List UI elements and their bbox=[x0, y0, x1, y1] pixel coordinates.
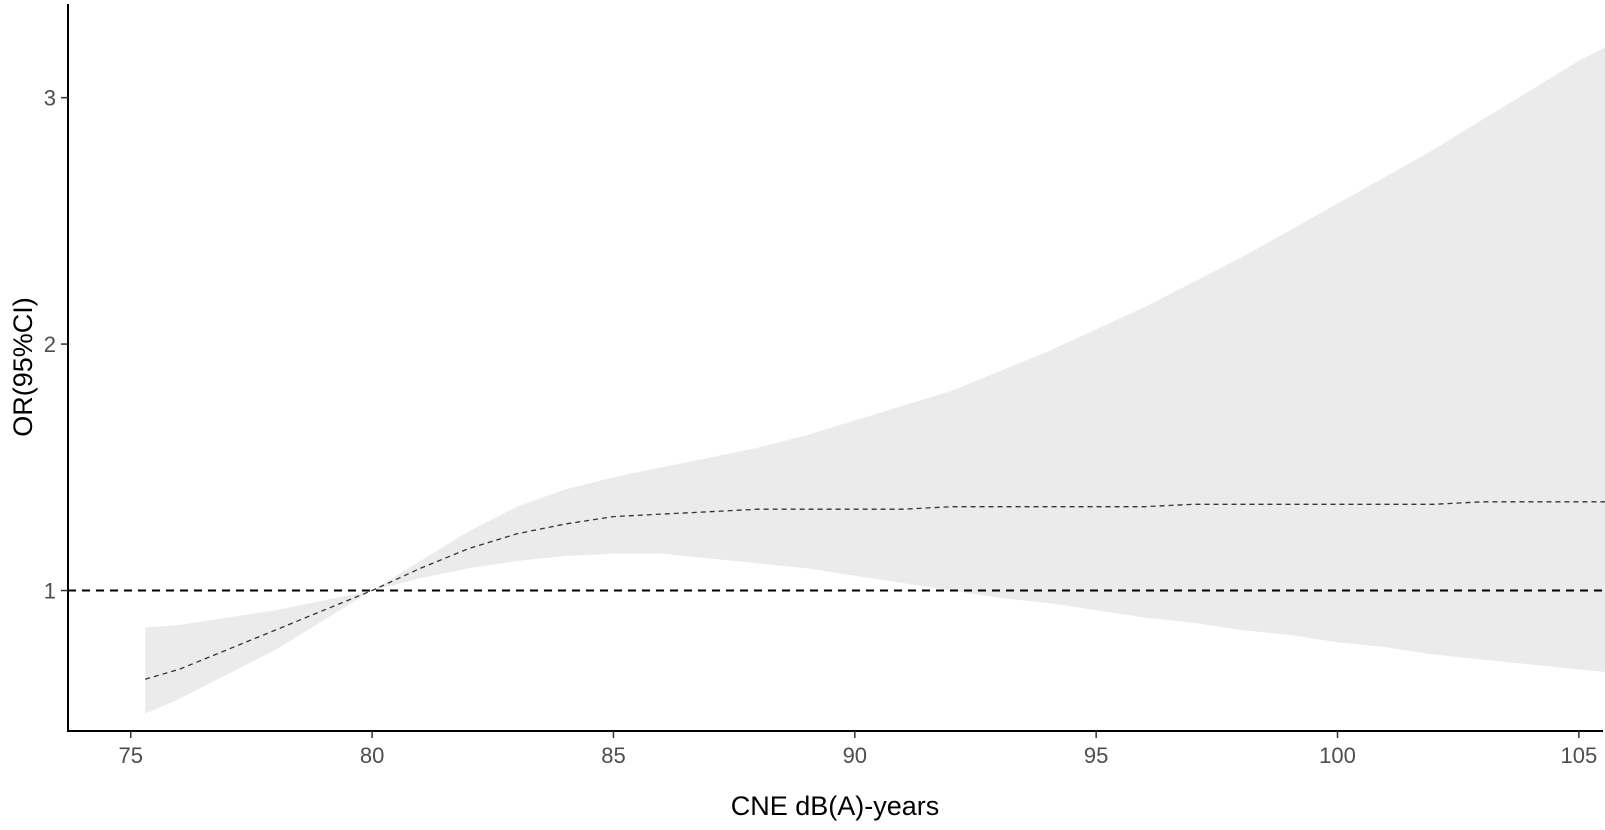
axes bbox=[67, 4, 1603, 732]
x-tick-label: 95 bbox=[1084, 743, 1108, 768]
x-axis-title: CNE dB(A)-years bbox=[731, 791, 940, 821]
x-tick-label: 85 bbox=[601, 743, 625, 768]
x-tick-label: 90 bbox=[843, 743, 867, 768]
x-tick-label: 75 bbox=[119, 743, 143, 768]
or-estimate-line bbox=[145, 501, 1605, 680]
confidence-band bbox=[145, 47, 1605, 714]
x-tick-label: 80 bbox=[360, 743, 384, 768]
plot-area bbox=[68, 47, 1605, 714]
ticks: 75 80 85 90 95 100 105 1 2 3 bbox=[44, 86, 1597, 768]
y-tick-label: 1 bbox=[44, 579, 56, 604]
x-tick-label: 100 bbox=[1319, 743, 1356, 768]
y-axis-title: OR(95%CI) bbox=[8, 297, 38, 437]
x-tick-label: 105 bbox=[1561, 743, 1598, 768]
y-tick-label: 2 bbox=[44, 332, 56, 357]
y-tick-label: 3 bbox=[44, 86, 56, 111]
